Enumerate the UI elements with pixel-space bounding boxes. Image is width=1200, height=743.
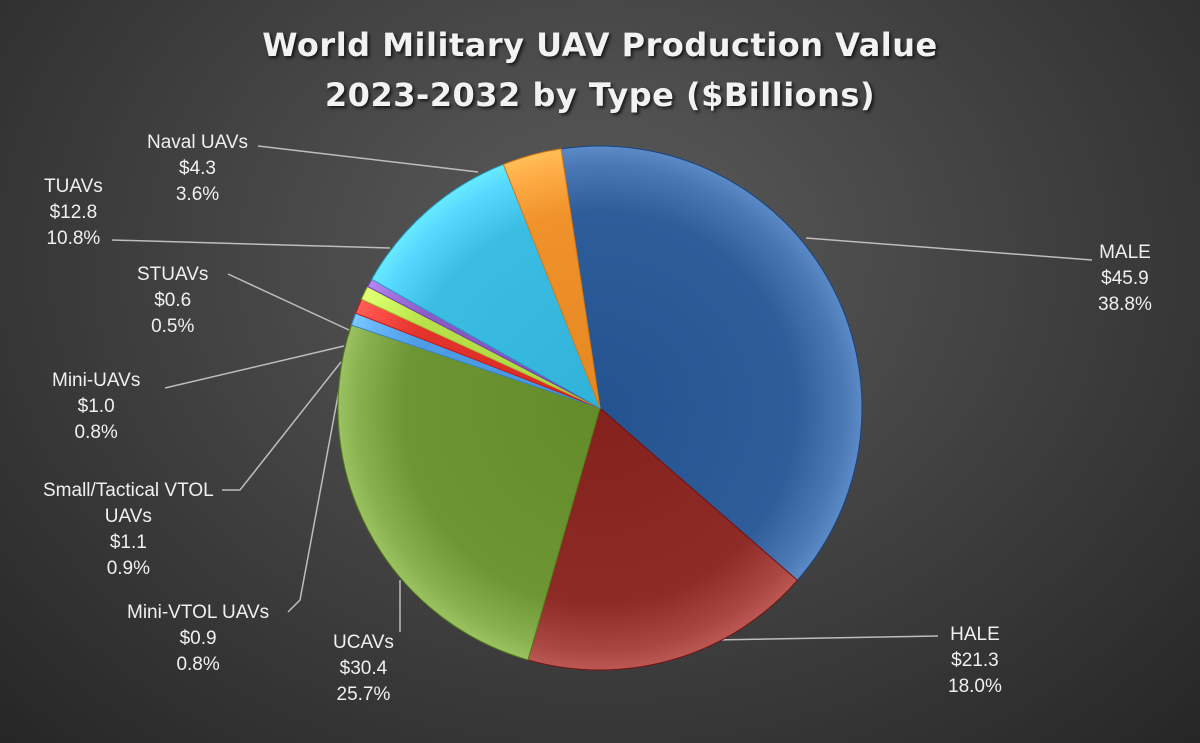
label-name: TUAVs: [44, 176, 103, 197]
label-name: MALE: [1099, 242, 1151, 263]
label-percent: 10.8%: [46, 228, 101, 249]
label-percent: 0.9%: [106, 558, 150, 579]
data-label-male: MALE $45.9 38.8%: [1098, 240, 1152, 318]
label-percent: 3.6%: [175, 184, 220, 205]
data-label-small-tactical-vtol-uavs: Small/Tactical VTOL UAVs $1.1 0.9%: [43, 478, 214, 582]
chart-title-line-1: World Military UAV Production Value: [262, 26, 938, 64]
label-value: $30.4: [339, 658, 388, 679]
label-value: $0.6: [154, 290, 192, 311]
data-label-tuavs: TUAVs $12.8 10.8%: [44, 174, 103, 252]
label-name: Mini-VTOL UAVs: [127, 602, 270, 623]
label-value: $21.3: [951, 650, 999, 671]
label-name: UAVs: [104, 506, 152, 527]
label-name: HALE: [950, 624, 1000, 645]
data-label-hale: HALE $21.3 18.0%: [948, 622, 1002, 700]
data-label-stuavs: STUAVs $0.6 0.5%: [137, 262, 208, 340]
pie-slice-ucavs: [337, 324, 601, 661]
data-label-mini-vtol-uavs: Mini-VTOL UAVs $0.9 0.8%: [127, 600, 269, 678]
label-value: $45.9: [1101, 268, 1149, 289]
label-name: Naval UAVs: [147, 132, 249, 153]
pie-slice-naval-uavs: [502, 148, 601, 409]
pie-slice-hale: [527, 407, 799, 671]
data-label-naval-uavs: Naval UAVs $4.3 3.6%: [147, 130, 248, 208]
leader-line-naval-uavs: [257, 145, 479, 173]
label-name: UCAVs: [333, 632, 394, 653]
pie-slice-tuavs: [371, 163, 601, 410]
label-percent: 38.8%: [1098, 294, 1152, 315]
leader-line-stuavs: [227, 273, 350, 331]
label-value: $1.1: [109, 532, 147, 553]
leader-line-mini-vtol-uavs: [287, 373, 343, 613]
leader-line-tuavs: [111, 239, 391, 249]
pie-slice-male: [560, 145, 863, 582]
leader-line-mini-uavs: [164, 345, 345, 389]
label-value: $0.9: [179, 628, 217, 649]
label-percent: 0.8%: [176, 654, 220, 675]
leader-line-hale: [711, 635, 939, 641]
leader-line-male: [805, 237, 1093, 261]
label-value: $12.8: [49, 202, 98, 223]
data-label-ucavs: UCAVs $30.4 25.7%: [333, 630, 394, 708]
label-percent: 0.8%: [74, 422, 118, 443]
label-percent: 0.5%: [151, 316, 195, 337]
data-label-mini-uavs: Mini-UAVs $1.0 0.8%: [52, 368, 140, 446]
label-value: $4.3: [179, 158, 216, 179]
leader-lines: [111, 145, 1093, 641]
label-name: Small/Tactical VTOL: [43, 480, 214, 501]
leader-line-small-tactical-vtol-uavs: [222, 361, 342, 491]
chart-title-line-2: 2023-2032 by Type ($Billions): [324, 76, 876, 114]
label-percent: 18.0%: [948, 676, 1002, 697]
label-name: STUAVs: [137, 264, 209, 285]
label-percent: 25.7%: [336, 684, 391, 705]
label-name: Mini-UAVs: [52, 370, 141, 391]
label-value: $1.0: [77, 396, 115, 417]
pie-slices: [337, 145, 863, 671]
